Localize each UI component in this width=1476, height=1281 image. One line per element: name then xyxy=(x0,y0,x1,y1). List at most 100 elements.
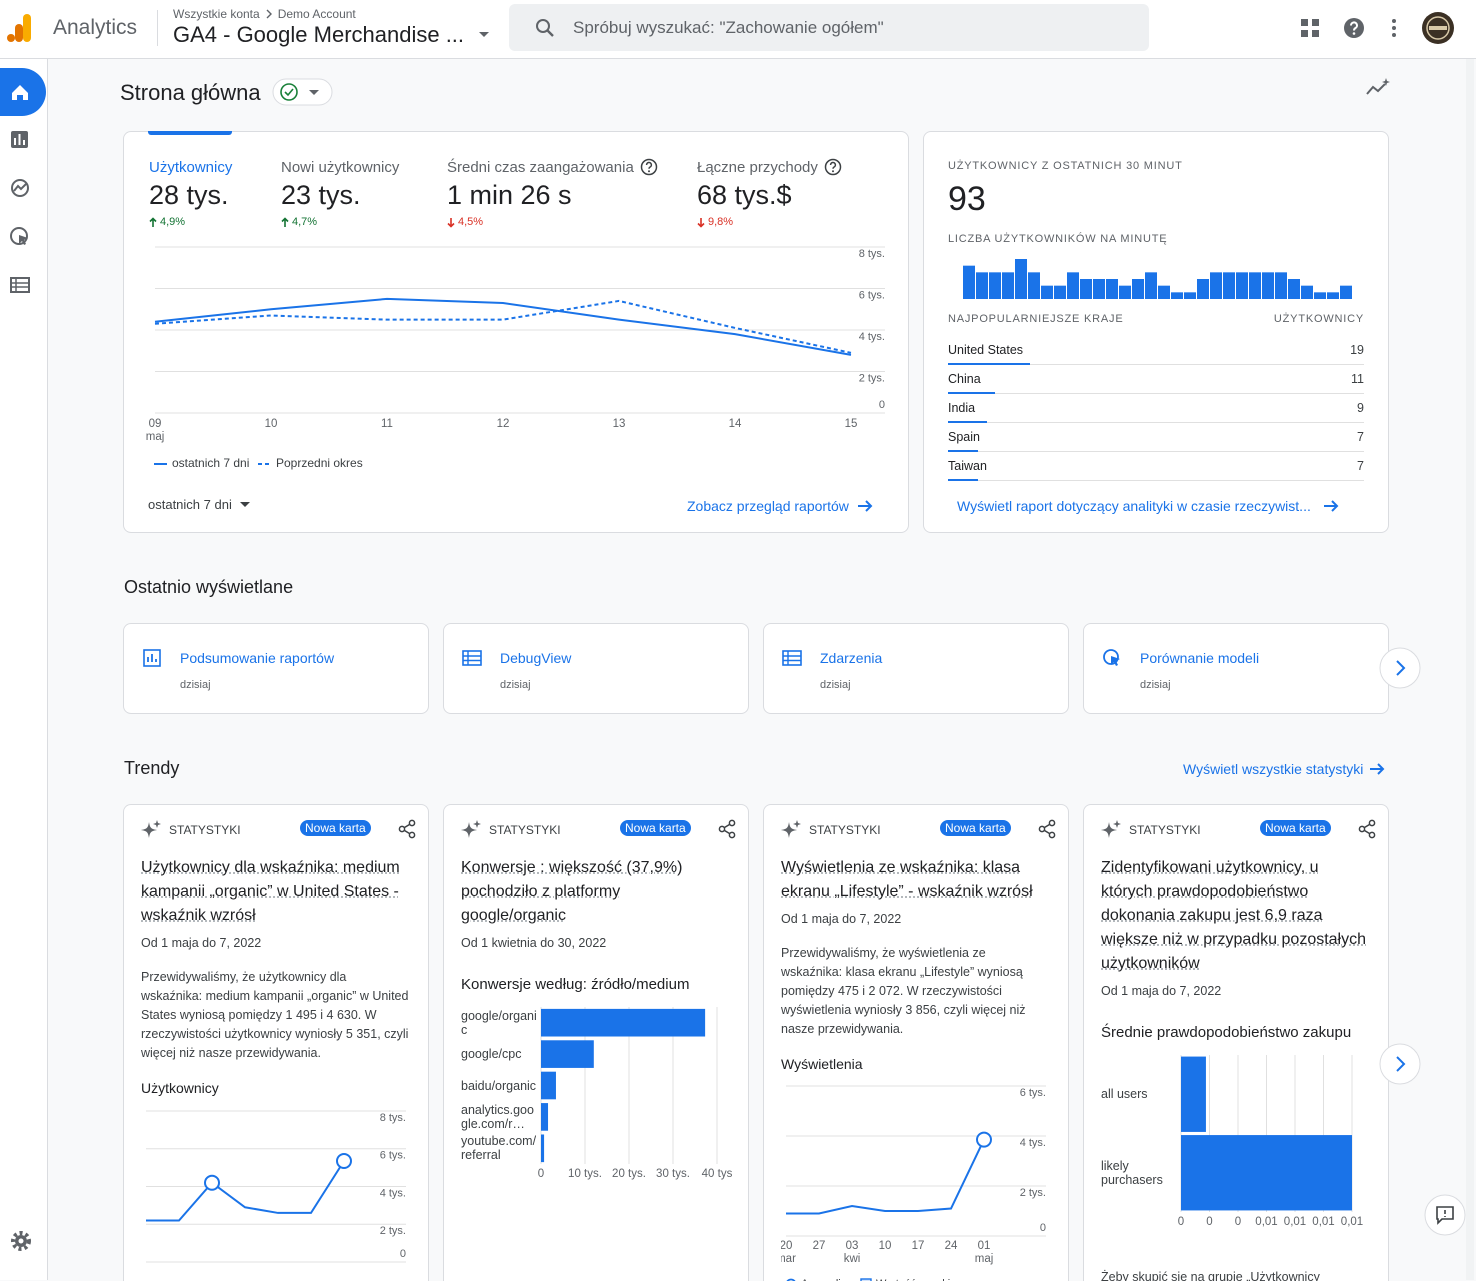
recent-card[interactable]: Zdarzeniadzisiaj xyxy=(763,623,1069,714)
status-pill[interactable] xyxy=(272,78,334,106)
card-description: Przewidywaliśmy, że użytkownicy dla wska… xyxy=(141,968,409,1063)
x-tick-label: 15 xyxy=(845,418,858,430)
avatar[interactable] xyxy=(1421,11,1455,45)
insights-link[interactable]: Wyświetl wszystkie statystyki xyxy=(1183,761,1385,777)
bar xyxy=(1002,272,1014,299)
arrow xyxy=(857,500,873,512)
item-title: Zdarzenia xyxy=(820,650,882,666)
chart-title: Konwersje według: źródło/medium xyxy=(461,976,729,993)
y-tick-label: 6 tys. xyxy=(859,289,885,301)
breadcrumb-item[interactable]: Wszystkie konta xyxy=(173,7,260,21)
advertising-icon[interactable] xyxy=(11,228,28,245)
metric[interactable]: Użytkownicy28 tys.4,9% xyxy=(149,158,232,228)
x-tick-label: 01 xyxy=(978,1240,991,1252)
bar xyxy=(1236,272,1248,299)
next-button[interactable] xyxy=(1378,1042,1422,1086)
users-bar xyxy=(948,479,978,481)
y-tick-label: 6 tys. xyxy=(1020,1087,1046,1099)
bar xyxy=(1015,259,1027,299)
down-arrow xyxy=(447,217,455,228)
x-tick-label: 0,01 xyxy=(1284,1216,1306,1228)
recent-card[interactable]: DebugViewdzisiaj xyxy=(443,623,749,714)
x-tick-label: 24 xyxy=(945,1240,958,1252)
x-month-label: mar xyxy=(781,1253,796,1265)
x-tick-label: 12 xyxy=(497,418,510,430)
search-icon xyxy=(533,16,557,40)
metric-name: Łączne przychody xyxy=(697,159,818,176)
anomaly-point xyxy=(977,1133,991,1147)
share-node xyxy=(1049,820,1054,825)
realtime-link[interactable]: Wyświetl raport dotyczący analityki w cz… xyxy=(957,498,1339,514)
country-name: United States xyxy=(948,343,1023,357)
more-icon[interactable] xyxy=(1384,16,1404,40)
country-row: Spain7 xyxy=(948,423,1364,452)
y-tick-label: 6 tys. xyxy=(380,1150,406,1162)
share-icon[interactable] xyxy=(397,819,417,839)
metric-name-row: Użytkownicy xyxy=(149,158,232,176)
share-node xyxy=(719,826,724,831)
share-icon[interactable] xyxy=(717,819,737,839)
recent-card[interactable]: Porównanie modelidzisiaj xyxy=(1083,623,1389,714)
share-node xyxy=(1369,820,1374,825)
top-bar: Analytics Wszystkie konta Demo Account G… xyxy=(0,0,1476,59)
help-icon[interactable] xyxy=(1342,16,1366,40)
bar xyxy=(541,1040,594,1068)
card-label: STATYSTYKI xyxy=(169,823,241,837)
anomaly-point xyxy=(337,1154,351,1168)
country-name: India xyxy=(948,401,975,415)
change-value: 4,5% xyxy=(458,216,483,228)
metric[interactable]: Nowi użytkownicy23 tys.4,7% xyxy=(281,158,399,228)
dropdown-arrow[interactable] xyxy=(478,31,490,39)
share-icon[interactable] xyxy=(1037,819,1057,839)
metric[interactable]: Łączne przychody68 tys.$9,8% xyxy=(697,158,842,228)
share-icon[interactable] xyxy=(1357,819,1377,839)
property-selector[interactable]: GA4 - Google Merchandise ... xyxy=(173,22,464,48)
next-button[interactable] xyxy=(1378,646,1422,690)
chart-title: Wyświetlenia xyxy=(781,1056,1049,1072)
insight-card: STATYSTYKINowa kartaKonwersje : większoś… xyxy=(443,804,749,1281)
country-row: India9 xyxy=(948,394,1364,423)
recent-card[interactable]: Podsumowanie raportówdzisiaj xyxy=(123,623,429,714)
x-month-label: maj xyxy=(146,431,165,443)
arrow xyxy=(1369,763,1385,775)
reports-link[interactable]: Zobacz przegląd raportów xyxy=(687,498,873,514)
bar xyxy=(1181,1057,1206,1132)
y-tick-label: 0 xyxy=(400,1248,406,1260)
explore-icon[interactable] xyxy=(12,180,28,196)
change-value: 4,7% xyxy=(292,216,317,228)
x-tick-label: 0,01 xyxy=(1255,1216,1277,1228)
reports-icon[interactable] xyxy=(11,131,28,148)
breadcrumb-item[interactable]: Demo Account xyxy=(278,7,356,21)
sparkle-icon xyxy=(140,819,162,841)
share-node xyxy=(1039,826,1044,831)
card-date: Od 1 maja do 7, 2022 xyxy=(781,912,1049,926)
feedback-button[interactable] xyxy=(1423,1193,1467,1237)
x-tick-label: 0,01 xyxy=(1341,1216,1363,1228)
down-arrow xyxy=(697,217,705,228)
info-mark xyxy=(646,162,651,168)
chart-svg: 0000,010,010,010,01 xyxy=(1101,1047,1386,1232)
apps-icon[interactable] xyxy=(1298,16,1322,40)
insights-icon[interactable] xyxy=(1364,76,1392,100)
card-heading: Konwersje : większość (37,9%) pochodziło… xyxy=(461,856,729,928)
badge: Nowa karta xyxy=(1260,820,1331,836)
x-month-label: maj xyxy=(975,1253,994,1265)
link-text: Wyświetl wszystkie statystyki xyxy=(1183,761,1363,777)
data-line xyxy=(155,301,851,353)
country-users: 7 xyxy=(1357,459,1364,473)
bar-label: analytics.google.com/r… xyxy=(461,1103,539,1131)
search-box[interactable]: Spróbuj wyszukać: "Zachowanie ogółem" xyxy=(509,4,1149,51)
bar xyxy=(1288,279,1300,299)
period-selector[interactable]: ostatnich 7 dni xyxy=(148,497,250,512)
x-tick-label: 13 xyxy=(613,418,626,430)
card-body: Wyświetlenia ze wskaźnika: klasa ekranu … xyxy=(781,856,1049,1281)
legend-label: Poprzedni okres xyxy=(276,456,363,470)
metric[interactable]: Średni czas zaangażowania1 min 26 s4,5% xyxy=(447,158,658,228)
settings-icon[interactable] xyxy=(9,1229,33,1253)
y-tick-label: 2 tys. xyxy=(380,1225,406,1237)
arrow-shape xyxy=(282,218,288,227)
configure-icon[interactable] xyxy=(11,278,29,292)
card-body: Zidentyfikowani użytkownicy, u których p… xyxy=(1101,856,1369,1281)
item-subtitle: dzisiaj xyxy=(1140,679,1171,691)
legend-label: ostatnich 7 dni xyxy=(172,456,249,470)
